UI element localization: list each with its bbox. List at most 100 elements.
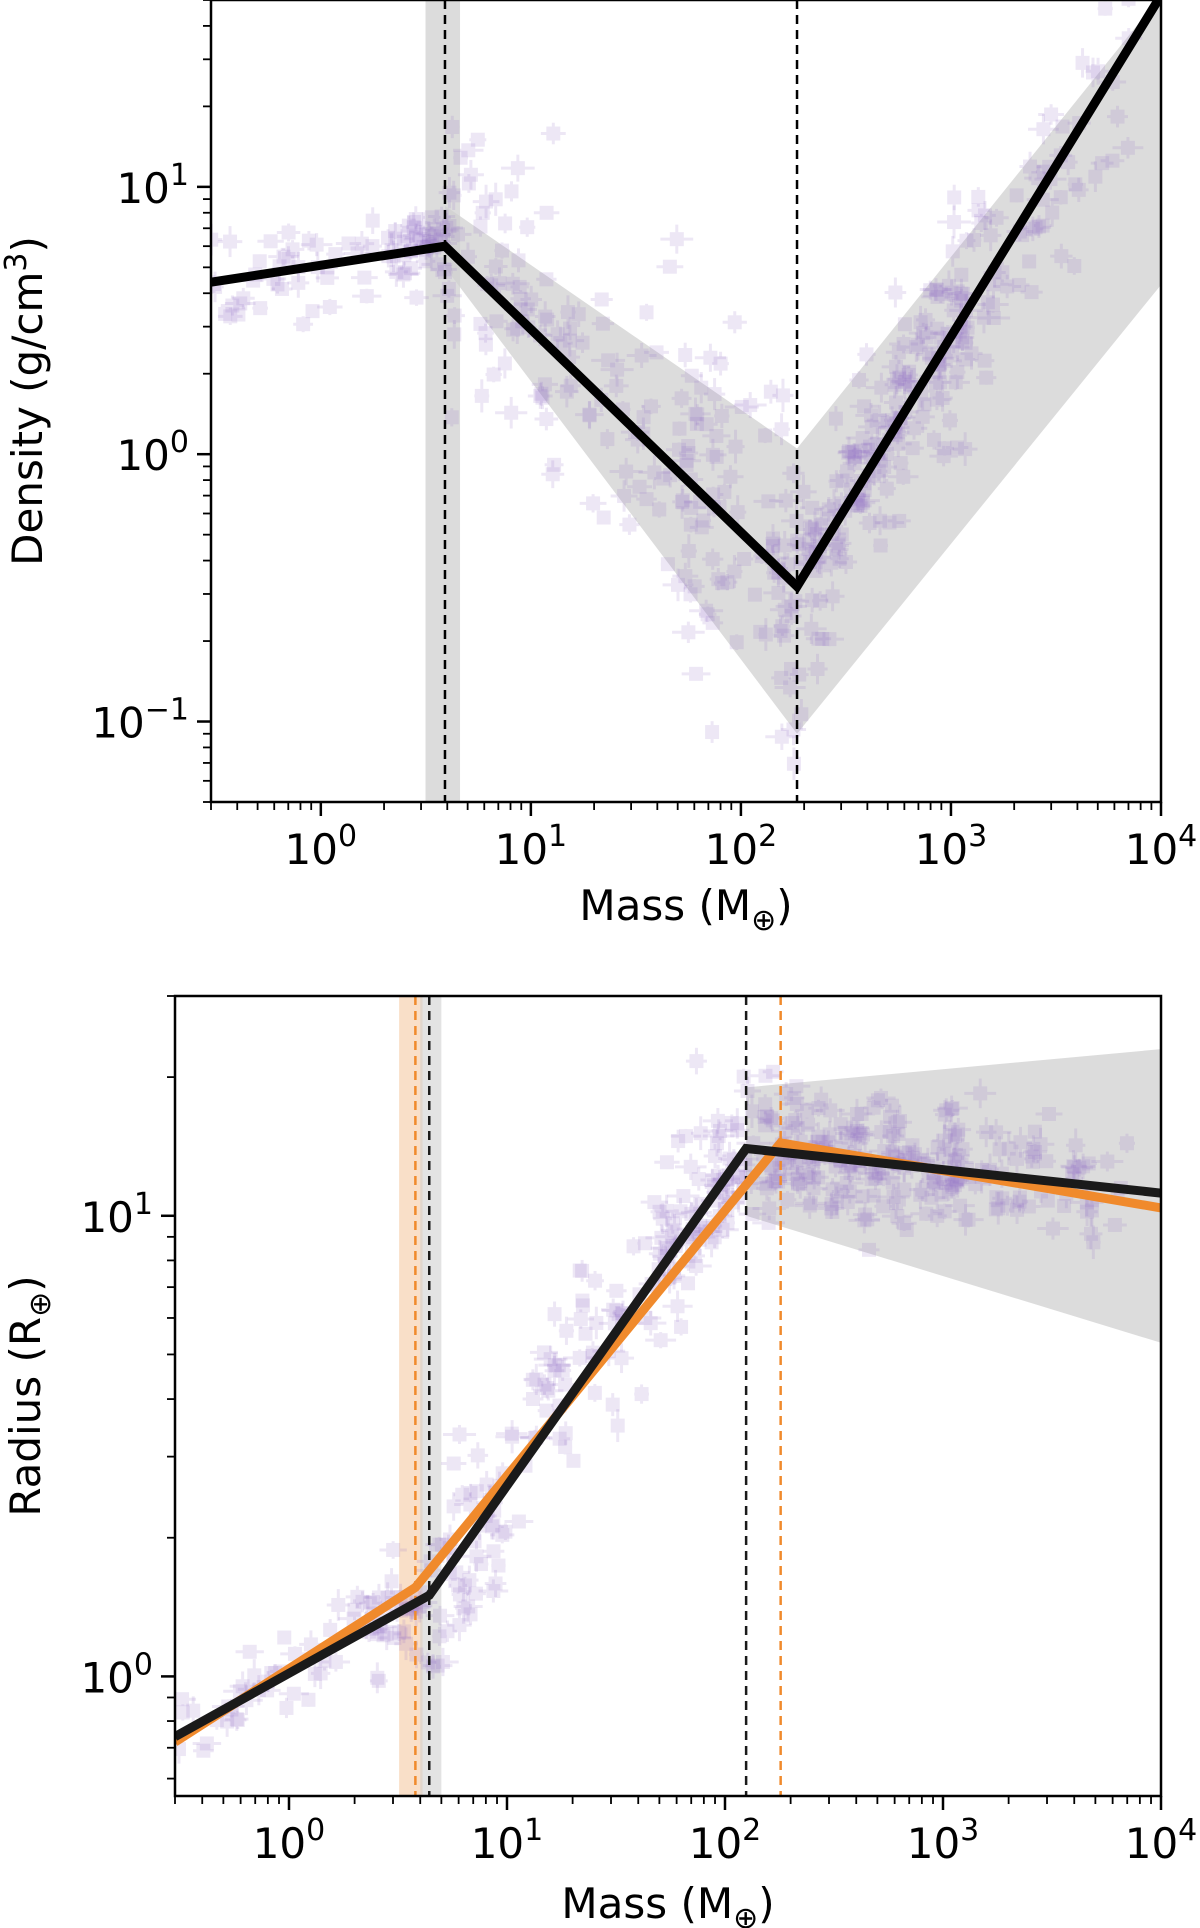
point-marker bbox=[376, 1628, 391, 1643]
point-marker bbox=[242, 1644, 257, 1659]
point-marker bbox=[461, 176, 476, 191]
point-marker bbox=[689, 666, 704, 681]
data-point bbox=[635, 1310, 667, 1336]
point-marker bbox=[323, 1622, 338, 1637]
data-point bbox=[818, 1197, 845, 1220]
data-point bbox=[627, 479, 652, 494]
data-point bbox=[495, 396, 528, 429]
data-point bbox=[841, 1133, 869, 1153]
data-point bbox=[838, 1125, 853, 1140]
data-point bbox=[680, 1256, 712, 1276]
point-marker bbox=[910, 337, 925, 352]
point-marker bbox=[789, 1156, 804, 1171]
point-marker bbox=[891, 436, 906, 451]
point-marker bbox=[859, 347, 874, 362]
point-marker bbox=[849, 1106, 864, 1121]
data-point bbox=[307, 1660, 322, 1688]
point-marker bbox=[784, 599, 799, 614]
point-marker bbox=[1053, 190, 1068, 205]
point-marker bbox=[947, 1178, 962, 1193]
data-point bbox=[826, 527, 852, 560]
data-point bbox=[609, 457, 643, 486]
data-point bbox=[825, 1204, 840, 1219]
data-point bbox=[606, 1283, 627, 1298]
data-point bbox=[971, 213, 992, 233]
data-point bbox=[774, 677, 806, 698]
data-point bbox=[467, 1442, 489, 1469]
point-marker bbox=[562, 333, 577, 348]
data-point bbox=[709, 1130, 724, 1157]
data-point bbox=[678, 446, 699, 461]
point-marker bbox=[587, 1385, 602, 1400]
data-point bbox=[495, 1420, 529, 1454]
data-point bbox=[948, 1148, 970, 1163]
data-point bbox=[945, 1198, 975, 1213]
point-marker bbox=[933, 287, 948, 302]
point-marker bbox=[801, 541, 816, 556]
point-marker bbox=[930, 1140, 945, 1155]
point-marker bbox=[857, 1213, 872, 1228]
data-point bbox=[731, 1168, 746, 1185]
data-point bbox=[445, 180, 462, 211]
data-point bbox=[684, 579, 705, 594]
point-marker bbox=[547, 1363, 562, 1378]
point-marker bbox=[991, 1201, 1006, 1216]
data-point bbox=[753, 494, 784, 509]
point-marker bbox=[689, 1259, 704, 1274]
point-marker bbox=[296, 317, 311, 332]
point-marker bbox=[853, 443, 868, 458]
data-point bbox=[823, 542, 849, 557]
data-point bbox=[403, 223, 430, 248]
data-point bbox=[300, 233, 333, 257]
data-point bbox=[833, 1108, 848, 1141]
point-marker bbox=[478, 337, 493, 352]
point-marker bbox=[533, 388, 548, 403]
point-marker bbox=[675, 493, 690, 508]
data-point bbox=[851, 1123, 870, 1144]
data-point bbox=[217, 307, 243, 325]
point-marker bbox=[220, 1714, 235, 1729]
point-marker bbox=[543, 1352, 558, 1367]
point-marker bbox=[845, 444, 860, 459]
point-marker bbox=[780, 557, 795, 572]
data-point bbox=[257, 234, 284, 249]
point-marker bbox=[798, 1165, 813, 1180]
data-point bbox=[926, 430, 941, 450]
data-point bbox=[519, 217, 536, 237]
data-point bbox=[1100, 153, 1125, 168]
data-point bbox=[326, 1589, 350, 1621]
point-marker bbox=[341, 236, 356, 251]
data-point bbox=[444, 408, 459, 427]
data-point bbox=[511, 248, 526, 273]
point-marker bbox=[469, 1549, 484, 1564]
point-marker bbox=[730, 1170, 745, 1185]
data-point bbox=[729, 634, 744, 651]
point-marker bbox=[436, 262, 451, 277]
point-marker bbox=[707, 387, 722, 402]
data-point bbox=[558, 1439, 573, 1455]
point-marker bbox=[586, 496, 601, 511]
data-point bbox=[638, 455, 671, 490]
data-point bbox=[947, 1122, 962, 1150]
point-marker bbox=[694, 520, 709, 535]
point-marker bbox=[654, 1230, 669, 1245]
data-point bbox=[881, 354, 911, 379]
data-point bbox=[861, 438, 879, 456]
point-marker bbox=[381, 230, 396, 245]
data-point bbox=[905, 332, 927, 362]
data-point bbox=[560, 295, 576, 329]
data-point bbox=[950, 1124, 965, 1145]
data-point bbox=[733, 1076, 762, 1106]
data-point bbox=[713, 576, 731, 591]
point-marker bbox=[199, 1736, 214, 1751]
data-point bbox=[778, 1158, 807, 1190]
data-point bbox=[947, 184, 962, 211]
point-marker bbox=[870, 1093, 885, 1108]
point-marker bbox=[915, 1182, 930, 1197]
data-point bbox=[415, 212, 432, 245]
data-point bbox=[955, 332, 970, 351]
data-point bbox=[660, 224, 694, 254]
data-point bbox=[1027, 1124, 1042, 1139]
point-marker bbox=[762, 1201, 777, 1216]
point-marker bbox=[727, 564, 742, 579]
